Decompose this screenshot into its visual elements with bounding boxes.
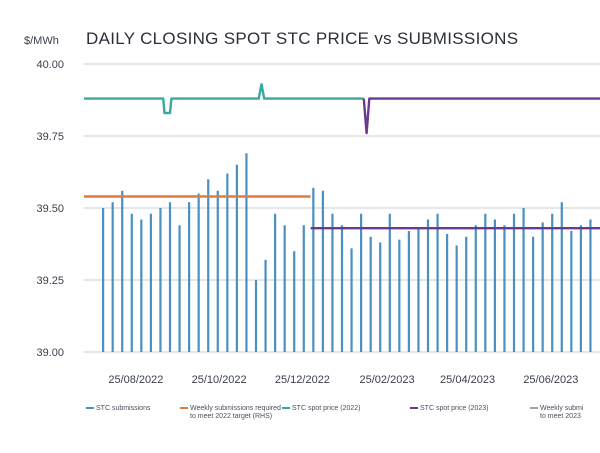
legend-label: STC spot price (2023) bbox=[420, 405, 488, 412]
x-tick-label: 25/06/2023 bbox=[523, 374, 578, 386]
x-tick-label: 25/10/2022 bbox=[192, 374, 247, 386]
legend: STC submissions Weekly submissions requir… bbox=[86, 405, 584, 420]
y-axis-ticks: 40.00 39.75 39.50 39.25 39.00 bbox=[36, 59, 64, 359]
legend-label: to meet 2023 bbox=[540, 413, 581, 420]
y-tick-label: 39.50 bbox=[36, 203, 64, 215]
legend-label: Weekly submi bbox=[540, 405, 584, 412]
series-line bbox=[84, 82, 364, 115]
y-tick-label: 39.00 bbox=[36, 347, 64, 359]
legend-label: to meet 2022 target (RHS) bbox=[190, 413, 272, 420]
y-unit-label: $/MWh bbox=[24, 35, 59, 47]
y-tick-label: 40.00 bbox=[36, 59, 64, 71]
y-tick-label: 39.75 bbox=[36, 131, 64, 143]
x-tick-label: 25/04/2023 bbox=[440, 374, 495, 386]
y-tick-label: 39.25 bbox=[36, 275, 64, 287]
legend-label: Weekly submissions required bbox=[190, 405, 281, 412]
x-axis-ticks: 25/08/2022 25/10/2022 25/12/2022 25/02/2023… bbox=[108, 374, 578, 386]
price-lines bbox=[84, 82, 600, 230]
chart-title: DAILY CLOSING SPOT STC PRICE vs SUBMISSI… bbox=[86, 29, 518, 48]
legend-label: STC spot price (2022) bbox=[292, 405, 360, 412]
submissions-bars bbox=[102, 153, 592, 352]
series-line bbox=[362, 97, 600, 135]
legend-label: STC submissions bbox=[96, 405, 151, 412]
x-tick-label: 25/02/2023 bbox=[360, 374, 415, 386]
x-tick-label: 25/08/2022 bbox=[108, 374, 163, 386]
x-tick-label: 25/12/2022 bbox=[275, 374, 330, 386]
